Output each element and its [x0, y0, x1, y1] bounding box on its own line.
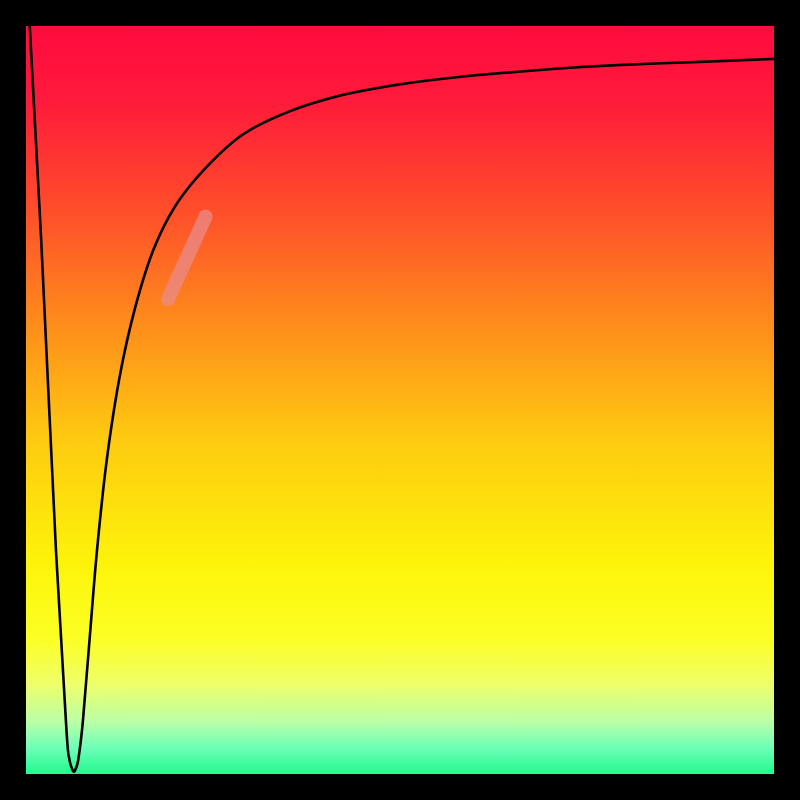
plot-area [26, 26, 774, 774]
bottleneck-curve [30, 26, 774, 772]
highlight-segment [168, 217, 205, 299]
chart-container: TheBottlenecker.com [0, 0, 800, 800]
curve-layer [26, 26, 774, 774]
plot-frame [0, 0, 800, 800]
